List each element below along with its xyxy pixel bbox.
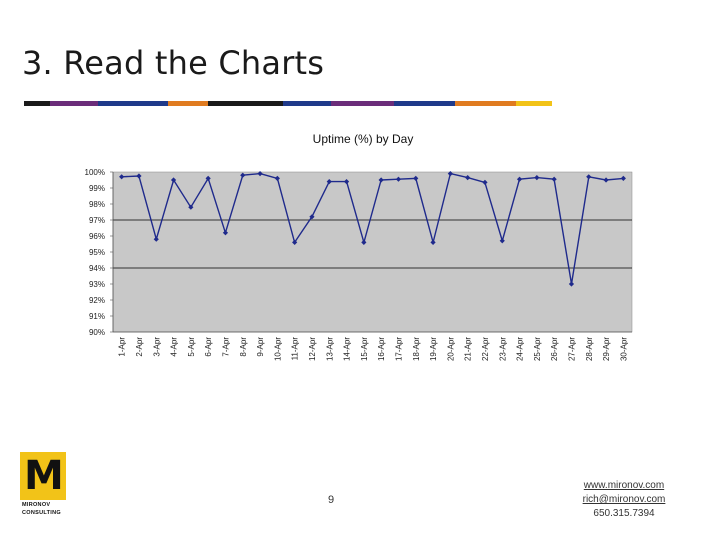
data-point	[188, 204, 194, 210]
y-tick-label: 96%	[89, 232, 105, 241]
x-tick-label: 25-Apr	[533, 337, 542, 361]
data-point	[586, 174, 592, 180]
x-tick-label: 7-Apr	[221, 337, 230, 357]
x-tick-label: 28-Apr	[585, 337, 594, 361]
data-point	[292, 239, 298, 245]
data-point	[309, 214, 315, 220]
data-point	[170, 177, 177, 183]
stripe-segment	[168, 101, 208, 106]
data-point	[568, 281, 575, 287]
x-tick-label: 12-Apr	[308, 337, 317, 361]
data-point	[240, 172, 246, 178]
stripe-segment	[24, 101, 50, 106]
x-tick-label: 16-Apr	[377, 337, 386, 361]
x-tick-label: 2-Apr	[135, 337, 144, 357]
data-point	[378, 177, 384, 183]
mironov-consulting-logo: M MIRONOV CONSULTING	[20, 452, 66, 520]
y-tick-label: 100%	[85, 168, 105, 177]
data-point	[205, 175, 211, 181]
y-tick-label: 92%	[89, 296, 105, 305]
x-tick-label: 5-Apr	[187, 337, 196, 357]
x-tick-label: 3-Apr	[152, 337, 161, 357]
y-tick-label: 94%	[89, 264, 105, 273]
page-number: 9	[328, 494, 335, 506]
logo-background	[20, 452, 66, 500]
logo-mark: M	[24, 453, 64, 499]
x-tick-label: 23-Apr	[498, 337, 507, 361]
x-tick-label: 29-Apr	[602, 337, 611, 361]
data-point	[413, 175, 419, 181]
x-tick-label: 10-Apr	[273, 337, 282, 361]
y-tick-label: 90%	[89, 328, 105, 337]
x-tick-label: 11-Apr	[291, 337, 300, 361]
x-tick-label: 22-Apr	[481, 337, 490, 361]
data-point	[447, 171, 453, 177]
plot-area	[112, 171, 633, 333]
stripe-segment	[516, 101, 552, 106]
data-point	[119, 174, 125, 180]
data-point	[257, 171, 263, 177]
stripe-segment	[208, 101, 283, 106]
slide-title: 3. Read the Charts	[22, 44, 325, 82]
stripe-segment	[50, 101, 98, 106]
stripe-segment	[283, 101, 331, 106]
data-point	[430, 239, 436, 245]
y-tick-label: 91%	[89, 312, 105, 321]
x-tick-label: 15-Apr	[360, 337, 369, 361]
data-point	[465, 175, 471, 181]
title-divider-stripe	[24, 101, 652, 106]
data-point	[361, 239, 367, 245]
x-tick-label: 19-Apr	[429, 337, 438, 361]
logo-line2: CONSULTING	[22, 510, 61, 516]
data-point	[274, 175, 280, 181]
x-tick-label: 30-Apr	[619, 337, 628, 361]
data-point	[136, 173, 142, 179]
y-tick-label: 97%	[89, 216, 105, 225]
data-point	[343, 179, 350, 185]
x-tick-label: 4-Apr	[170, 337, 179, 357]
data-point	[534, 175, 540, 181]
data-point	[620, 175, 626, 181]
x-tick-label: 9-Apr	[256, 337, 265, 357]
y-tick-label: 93%	[89, 280, 105, 289]
y-tick-label: 99%	[89, 184, 105, 193]
y-tick-label: 98%	[89, 200, 105, 209]
stripe-segment	[98, 101, 168, 106]
x-tick-label: 6-Apr	[204, 337, 213, 357]
x-tick-label: 20-Apr	[446, 337, 455, 361]
x-tick-label: 14-Apr	[343, 337, 352, 361]
x-tick-label: 8-Apr	[239, 337, 248, 357]
data-point	[551, 176, 557, 182]
contact-block: www.mironov.com rich@mironov.com 650.315…	[572, 479, 676, 521]
x-tick-label: 17-Apr	[394, 337, 403, 361]
data-point	[222, 230, 229, 236]
series-line	[121, 172, 624, 285]
stripe-segment	[331, 101, 394, 106]
data-point	[482, 179, 488, 185]
x-tick-label: 21-Apr	[464, 337, 473, 361]
stripe-segment	[455, 101, 516, 106]
y-tick-label: 95%	[89, 248, 105, 257]
x-tick-label: 18-Apr	[412, 337, 421, 361]
x-tick-label: 27-Apr	[567, 337, 576, 361]
x-tick-label: 26-Apr	[550, 337, 559, 361]
x-tick-label: 1-Apr	[118, 337, 127, 357]
chart-title: Uptime (%) by Day	[313, 132, 414, 146]
x-tick-label: 13-Apr	[325, 337, 334, 361]
logo-line1: MIRONOV	[22, 502, 51, 508]
data-point	[326, 179, 332, 185]
data-point	[499, 238, 505, 244]
x-tick-label: 24-Apr	[516, 337, 525, 361]
website-link[interactable]: www.mironov.com	[583, 480, 665, 491]
data-point	[153, 236, 159, 242]
stripe-segment	[394, 101, 455, 106]
email-link[interactable]: rich@mironov.com	[582, 494, 666, 505]
phone-number: 650.315.7394	[593, 508, 655, 519]
uptime-chart: Uptime (%) by Day 90% 91% 92% 93% 94% 95% 96% 9…	[85, 132, 633, 361]
data-point	[395, 176, 402, 182]
data-point	[516, 176, 523, 182]
data-point	[603, 177, 609, 183]
